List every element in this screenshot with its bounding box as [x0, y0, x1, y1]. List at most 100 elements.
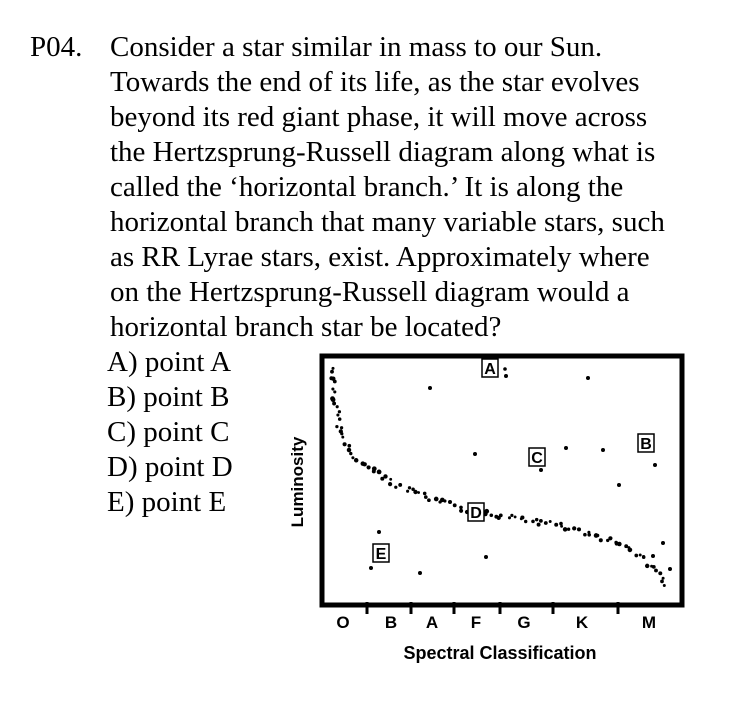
star-dot [337, 417, 342, 421]
star-dot [498, 513, 503, 518]
star-dot [539, 468, 543, 472]
choice-e[interactable]: E) point E [107, 486, 227, 518]
star-dot [654, 568, 658, 573]
choice-c[interactable]: C) point C [107, 416, 230, 448]
star-dot [413, 489, 418, 495]
star-dot [539, 519, 543, 523]
spectral-class-f: F [471, 613, 481, 632]
star-dot [586, 376, 590, 380]
point-b: B [637, 433, 655, 453]
question-text: Consider a star similar in mass to our S… [110, 30, 730, 345]
star-dot [651, 554, 655, 558]
star-dot [504, 374, 508, 378]
star-dot [608, 536, 613, 541]
star-dot [339, 426, 344, 430]
point-label: C [531, 450, 543, 467]
star-dot [624, 544, 629, 549]
star-dot [617, 483, 621, 487]
star-dot [447, 499, 453, 505]
star-dot [473, 452, 477, 456]
star-dot [653, 463, 657, 467]
star-dot [503, 367, 507, 371]
star-dot [332, 401, 337, 406]
star-dot [417, 491, 421, 494]
star-dot [510, 513, 514, 518]
spectral-class-o: O [336, 613, 349, 632]
star-dot [337, 410, 342, 414]
star-dot [371, 469, 376, 474]
spectral-class-a: A [426, 613, 438, 632]
star-dot [627, 547, 633, 553]
star-dot [531, 519, 535, 524]
star-dot [572, 526, 577, 531]
star-dot [564, 446, 568, 450]
star-dot [351, 456, 355, 460]
choice-a[interactable]: A) point A [107, 346, 232, 378]
spectral-class-m: M [642, 613, 656, 632]
star-dot [587, 530, 591, 534]
star-dot [583, 532, 587, 537]
star-dot [423, 495, 428, 499]
star-dot [346, 447, 352, 453]
question-line: Consider a star similar in mass to our S… [110, 31, 603, 63]
star-dot [660, 579, 664, 584]
question-line: as RR Lyrae stars, exist. Approximately … [110, 241, 650, 273]
star-dot [536, 522, 541, 527]
star-dot [523, 519, 528, 524]
star-dot [634, 553, 639, 558]
question-number: P04. [30, 31, 83, 63]
star-dot [427, 498, 431, 503]
star-dot [341, 435, 345, 439]
star-dot [617, 541, 622, 547]
star-dot [377, 530, 381, 534]
star-dot [651, 565, 656, 569]
star-dot [668, 567, 672, 571]
labeled-points: A B C D E [372, 358, 655, 563]
star-dot [587, 532, 592, 537]
star-dot [644, 563, 650, 569]
star-dot [376, 469, 382, 475]
x-axis-title: Spectral Classification [403, 643, 596, 663]
question-line: called the ‘horizontal branch.’ It is al… [110, 171, 624, 203]
star-dot [459, 505, 463, 510]
question-line: the Hertzsprung-Russell diagram along wh… [110, 136, 656, 168]
star-dot [388, 482, 393, 487]
question-line: horizontal branch that many variable sta… [110, 206, 665, 238]
star-dot [566, 527, 571, 531]
star-dot [335, 424, 339, 429]
star-dot [560, 524, 564, 528]
choice-b[interactable]: B) point B [107, 381, 230, 413]
spectral-class-g: G [517, 613, 530, 632]
star-dot [394, 485, 398, 489]
star-dot [452, 503, 457, 508]
star-dot [433, 496, 439, 502]
point-d: D [467, 502, 485, 522]
star-dot [422, 491, 427, 496]
choice-d[interactable]: D) point D [107, 451, 233, 483]
star-dot [330, 369, 334, 374]
star-dot [661, 576, 665, 580]
star-dot [658, 571, 663, 576]
star-dot [407, 486, 412, 490]
answer-choices: A) point A B) point B C) point C D) poin… [107, 345, 233, 520]
star-dot [340, 432, 344, 436]
star-dot [366, 465, 371, 470]
question-line: Towards the end of its life, as the star… [110, 66, 640, 98]
star-dot [411, 487, 415, 491]
point-label: B [640, 436, 652, 453]
question-line: on the Hertzsprung-Russell diagram would… [110, 276, 630, 308]
star-dot [398, 482, 403, 487]
plot-frame [319, 353, 685, 608]
star-dot [638, 553, 642, 557]
star-dot [662, 584, 666, 587]
star-dot [484, 508, 490, 514]
star-dot [459, 508, 464, 513]
point-label: A [484, 361, 496, 378]
star-dot [418, 571, 422, 575]
star-dot [380, 476, 385, 481]
star-dot [335, 405, 339, 409]
x-ticks [365, 602, 620, 614]
star-dot [507, 516, 512, 520]
point-label: D [470, 505, 482, 522]
star-dot [428, 386, 432, 390]
